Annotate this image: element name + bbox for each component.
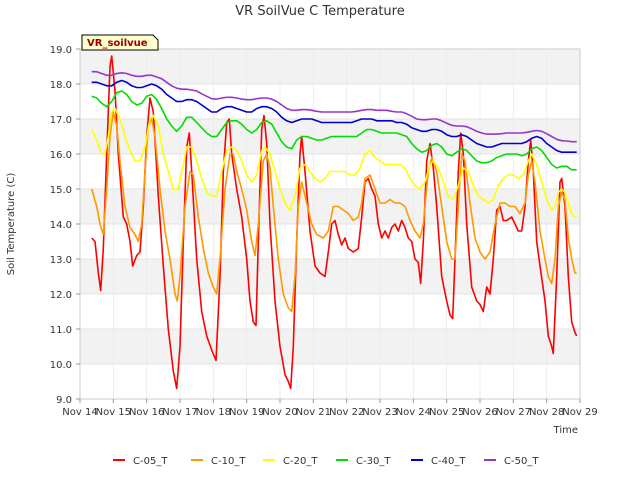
series-line-c-30-t (91, 90, 577, 171)
y-tick-label: 12.0 (50, 290, 72, 301)
series-line-c-50-t (91, 70, 577, 143)
y-tick-label: 16.0 (50, 150, 72, 161)
x-tick-label: Nov 14 (62, 407, 97, 418)
x-tick-label: Nov 15 (96, 407, 131, 418)
x-tick-label: Nov 26 (462, 407, 497, 418)
x-tick-label: Nov 28 (529, 407, 564, 418)
chart-title: VR SoilVue C Temperature (235, 4, 404, 19)
x-tick-label: Nov 29 (562, 407, 597, 418)
legend: C-05_T C-10_T C-20_T C-30_T C-40_T C-50_T (113, 456, 539, 467)
x-tick-label: Nov 21 (296, 407, 331, 418)
series-lines (90, 55, 578, 390)
y-tick-label: 15.0 (50, 185, 72, 196)
y-tick-label: 14.0 (50, 220, 72, 231)
legend-label: C-40_T (431, 456, 466, 467)
y-tick-label: 11.0 (50, 325, 72, 336)
x-tick-label: Nov 23 (362, 407, 397, 418)
x-tick-label: Nov 17 (162, 407, 197, 418)
x-tick-label: Nov 24 (396, 407, 431, 418)
y-tick-label: 10.0 (50, 360, 72, 371)
y-tick-label: 17.0 (50, 115, 72, 126)
legend-label: C-20_T (283, 456, 318, 467)
legend-label: C-05_T (133, 456, 168, 467)
legend-label: C-50_T (504, 456, 539, 467)
plot-band (80, 259, 580, 294)
y-tick-labels: 9.0 10.0 11.0 12.0 13.0 14.0 15.0 16.0 17.0 18.0 1… (50, 45, 80, 406)
x-axis-label: Time (553, 425, 578, 436)
site-label: VR_soilvue (87, 38, 148, 49)
x-tick-label: Nov 27 (496, 407, 531, 418)
series-line-c-20-t (90, 107, 577, 218)
y-axis-label: Soil Temperature (C) (6, 173, 17, 276)
y-tick-label: 18.0 (50, 80, 72, 91)
plot-band (80, 329, 580, 364)
x-tick-label: Nov 25 (429, 407, 464, 418)
x-tick-label: Nov 19 (229, 407, 264, 418)
plot-band (80, 49, 580, 84)
y-tick-label: 19.0 (50, 45, 72, 56)
site-label-shape (81, 34, 159, 51)
legend-label: C-10_T (211, 456, 246, 467)
series-line-c-40-t (91, 79, 577, 153)
site-label-box: VR_soilvue (81, 34, 159, 51)
x-tick-label: Nov 18 (196, 407, 231, 418)
x-tick-label: Nov 22 (329, 407, 364, 418)
x-tick-label: Nov 16 (129, 407, 164, 418)
series-line-c-10-t (90, 111, 577, 313)
legend-label: C-30_T (356, 456, 391, 467)
x-tick-label: Nov 20 (262, 407, 297, 418)
y-tick-label: 13.0 (50, 255, 72, 266)
y-tick-label: 9.0 (56, 395, 72, 406)
series-line-c-05-t (91, 55, 578, 390)
